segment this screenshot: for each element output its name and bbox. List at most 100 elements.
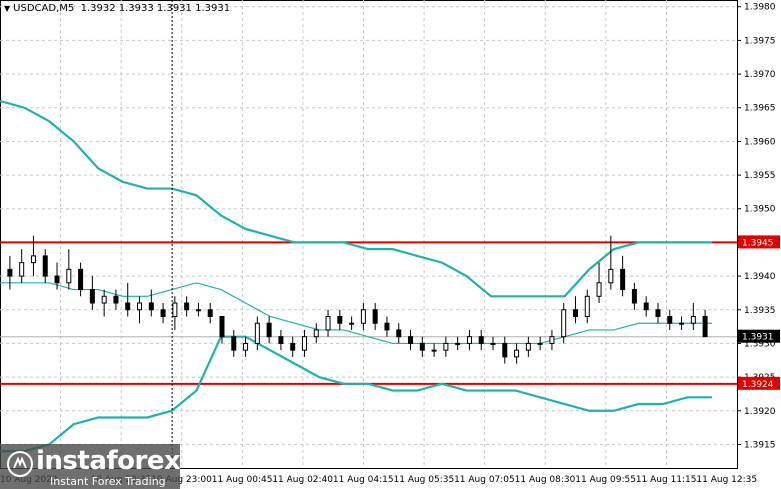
candle-body xyxy=(596,282,602,297)
y-tick-label: 1.3955 xyxy=(744,171,776,181)
candle-body xyxy=(466,336,472,344)
level-price-label: 1.3945 xyxy=(742,238,774,248)
candle-body xyxy=(78,268,84,291)
candle-body xyxy=(195,309,201,312)
candle-body xyxy=(679,322,685,325)
candle-body xyxy=(231,336,237,351)
logo-tagline: Instant Forex Trading xyxy=(50,475,166,488)
candle-body xyxy=(184,302,190,311)
candle-body xyxy=(514,349,520,358)
x-tick-label: 11 Aug 08:30 xyxy=(515,475,576,485)
candle-body xyxy=(690,315,696,324)
candle-body xyxy=(549,336,555,344)
x-tick-label: 11 Aug 05:35 xyxy=(394,475,455,485)
current-price-tag xyxy=(738,329,780,343)
candle-body xyxy=(643,302,649,311)
x-tick-label: 11 Aug 00:45 xyxy=(212,475,273,485)
candle-body xyxy=(384,322,390,331)
candle-body xyxy=(360,309,366,324)
candle-body xyxy=(561,309,567,338)
candle-body xyxy=(608,268,614,284)
level-price-tag xyxy=(738,376,780,390)
candle-body xyxy=(266,322,272,338)
candle-body xyxy=(125,302,131,311)
y-tick-label: 1.3980 xyxy=(744,3,776,13)
candle-body xyxy=(301,336,307,351)
candle-body xyxy=(455,342,461,345)
candle-body xyxy=(172,302,178,317)
candle-body xyxy=(431,349,437,352)
candle-body xyxy=(584,295,590,317)
bollinger-upper-line xyxy=(0,99,712,298)
candle-body xyxy=(502,342,508,358)
candle-body xyxy=(66,268,72,284)
candle-body xyxy=(572,309,578,317)
candle-body xyxy=(42,255,48,277)
level-price-tag xyxy=(738,235,780,249)
level-price-label: 1.3924 xyxy=(742,380,774,390)
x-tick-label: 11 Aug 11:15 xyxy=(636,475,697,485)
y-tick-label: 1.3975 xyxy=(744,36,776,46)
candle-body xyxy=(667,315,673,324)
candle-body xyxy=(525,342,531,351)
candle-body xyxy=(478,336,484,344)
candle-body xyxy=(278,336,284,344)
candle-body xyxy=(655,309,661,317)
current-price-label: 1.3931 xyxy=(742,333,774,343)
candle-body xyxy=(337,315,343,324)
candle-body xyxy=(372,309,378,324)
x-tick-label: 11 Aug 09:55 xyxy=(575,475,636,485)
candle-body xyxy=(137,302,143,311)
candle-body xyxy=(207,309,213,317)
bollinger-middle-line xyxy=(0,282,712,345)
candle-body xyxy=(148,302,154,311)
candle-body xyxy=(290,342,296,351)
candle-body xyxy=(254,322,260,344)
candle-body xyxy=(408,336,414,344)
chart-header: ▼ USDCAD,M5 1.3932 1.3933 1.3931 1.3931 xyxy=(4,3,230,14)
y-tick-label: 1.3930 xyxy=(744,339,776,349)
y-tick-label: 1.3915 xyxy=(744,440,776,450)
candle-body xyxy=(160,309,166,317)
candle-body xyxy=(113,295,119,304)
bollinger-bands xyxy=(0,99,712,453)
y-tick-label: 1.3965 xyxy=(744,104,776,114)
y-tick-label: 1.3960 xyxy=(744,137,776,147)
candle-body xyxy=(620,268,626,291)
price-labels: 1.3945 1.3924 1.3931 xyxy=(738,235,780,390)
instaforex-logo-icon xyxy=(7,451,33,477)
candle-body xyxy=(325,315,331,331)
y-tick-label: 1.3950 xyxy=(744,205,776,215)
candle-body xyxy=(419,342,425,351)
y-tick-label: 1.3970 xyxy=(744,70,776,80)
candle-body xyxy=(702,315,708,338)
candle-body xyxy=(313,329,319,338)
dropdown-triangle-icon[interactable]: ▼ xyxy=(4,4,11,13)
candle-body xyxy=(537,342,543,345)
candle-body xyxy=(101,295,107,304)
bollinger-lower-line xyxy=(0,335,712,453)
ohlc-readout: 1.3932 1.3933 1.3931 1.3931 xyxy=(80,3,231,14)
candle-body xyxy=(396,329,402,338)
x-tick-label: 11 Aug 07:05 xyxy=(454,475,515,485)
x-tick-label: 11 Aug 04:15 xyxy=(333,475,394,485)
plot-border xyxy=(0,0,738,469)
candle-body xyxy=(89,289,95,304)
candle-body xyxy=(631,289,637,304)
candle-body xyxy=(19,262,25,277)
y-tick-label: 1.3935 xyxy=(744,306,776,316)
candle-body xyxy=(349,322,355,325)
symbol-label: USDCAD,M5 xyxy=(13,3,75,14)
candle-body xyxy=(219,315,225,338)
logo-name: instaforex xyxy=(36,446,181,476)
y-tick-label: 1.3940 xyxy=(744,272,776,282)
candles xyxy=(7,235,708,364)
watermark-logo: instaforex Instant Forex Trading xyxy=(0,444,181,489)
candle-body xyxy=(443,342,449,351)
candle-body xyxy=(243,342,249,351)
y-tick-label: 1.3920 xyxy=(744,407,776,417)
x-tick-label: 11 Aug 12:35 xyxy=(696,475,757,485)
candle-body xyxy=(490,342,496,345)
